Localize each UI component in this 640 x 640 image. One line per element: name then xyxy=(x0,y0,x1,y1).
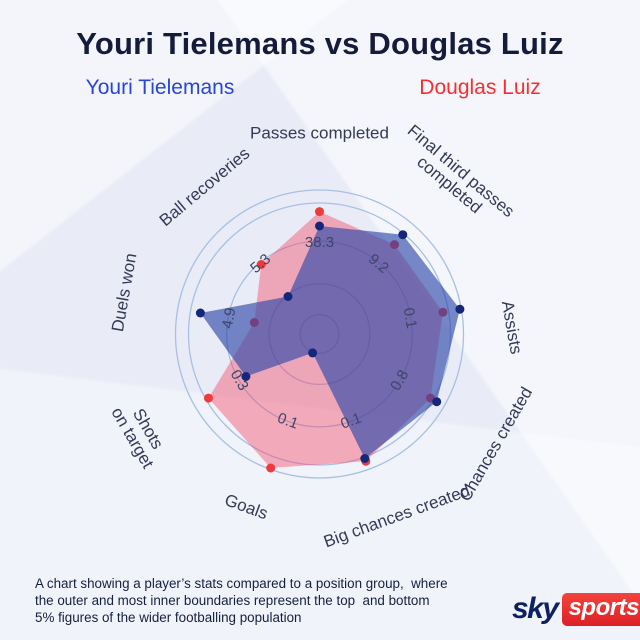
axis-label-0: Passes completed xyxy=(250,123,389,142)
legend-player1: Youri Tielemans xyxy=(85,76,235,99)
data-point-luiz-5 xyxy=(266,463,276,473)
data-point-tielemans-5 xyxy=(308,348,318,358)
data-point-tielemans-7 xyxy=(195,308,205,318)
sky-logo-text: sky xyxy=(512,592,559,625)
data-point-tielemans-0 xyxy=(315,221,324,231)
data-point-tielemans-6 xyxy=(241,372,251,381)
scale-label-4: 0.1 xyxy=(338,410,363,433)
sports-logo-badge: sports xyxy=(561,592,640,626)
scale-label-0: 38.3 xyxy=(305,234,334,251)
data-point-tielemans-8 xyxy=(283,292,293,301)
legend-player2: Douglas Luiz xyxy=(419,76,541,99)
data-point-luiz-8 xyxy=(256,260,266,269)
footer-line-1: A chart showing a player’s stats compare… xyxy=(35,576,448,591)
scale-label-7: 4.9 xyxy=(219,306,239,329)
scale-label-2: 0.1 xyxy=(400,306,420,329)
sky-sports-logo: sky sports xyxy=(512,592,640,626)
axis-label-6: Shotson target xyxy=(107,395,173,472)
series-polygon-tielemans xyxy=(200,226,460,459)
footer-caption: A chart showing a player’s stats compare… xyxy=(35,576,495,626)
axis-label-4: Big chances created xyxy=(321,481,472,552)
page-title: Youri Tielemans vs Douglas Luiz xyxy=(76,26,564,61)
data-point-tielemans-2 xyxy=(455,304,465,314)
axis-label-7: Duels won xyxy=(108,252,140,333)
axis-label-1: Final third passescompleted xyxy=(392,121,518,235)
data-point-luiz-0 xyxy=(315,207,324,217)
data-point-tielemans-1 xyxy=(398,230,408,240)
footer-line-3: 5% figures of the wider footballing popu… xyxy=(35,609,302,625)
legend: Youri Tielemans Douglas Luiz xyxy=(0,76,640,100)
data-point-tielemans-4 xyxy=(360,454,370,463)
axis-label-5: Goals xyxy=(222,490,270,523)
scale-label-5: 0.1 xyxy=(275,410,300,433)
axis-label-8: Ball recoveries xyxy=(156,144,254,230)
data-point-tielemans-3 xyxy=(432,397,442,407)
radar-grid-circle xyxy=(174,189,465,479)
axis-label-2: Assists xyxy=(498,299,526,355)
footer-line-2: the outer and most inner boundaries repr… xyxy=(35,592,430,608)
data-point-luiz-6 xyxy=(204,393,213,403)
